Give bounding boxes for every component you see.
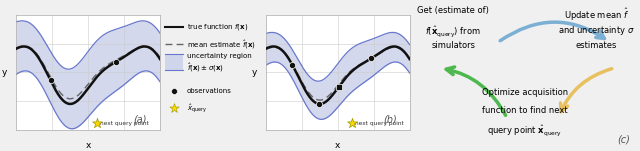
Point — [347, 122, 357, 124]
Point — [111, 61, 121, 63]
Text: observations: observations — [187, 88, 232, 94]
Point — [287, 64, 298, 66]
Point — [169, 89, 179, 92]
Text: x: x — [85, 141, 91, 150]
Text: uncertainty region: uncertainty region — [187, 53, 252, 59]
Text: Update mean $\hat{f}$: Update mean $\hat{f}$ — [564, 6, 629, 23]
Text: estimates: estimates — [576, 41, 617, 50]
Text: (c): (c) — [617, 135, 630, 145]
Text: mean estimate $\hat{f}(\mathbf{x})$: mean estimate $\hat{f}(\mathbf{x})$ — [187, 38, 256, 51]
Text: query point $\hat{\mathbf{x}}_\mathrm{query}$: query point $\hat{\mathbf{x}}_\mathrm{qu… — [487, 124, 563, 138]
Text: simulators: simulators — [431, 41, 475, 50]
Text: $f(\hat{\mathbf{x}}_\mathrm{query})$ from: $f(\hat{\mathbf{x}}_\mathrm{query})$ fro… — [425, 24, 481, 39]
Point — [92, 122, 102, 124]
Text: x: x — [335, 141, 340, 150]
Text: Optimize acquisition: Optimize acquisition — [482, 88, 568, 97]
Text: (a): (a) — [134, 114, 147, 124]
Text: Get (estimate of): Get (estimate of) — [417, 6, 489, 15]
Text: $\hat{f}(\mathbf{x})\pm\sigma(\mathbf{x})$: $\hat{f}(\mathbf{x})\pm\sigma(\mathbf{x}… — [187, 62, 224, 74]
Text: true function $f(\mathbf{x})$: true function $f(\mathbf{x})$ — [187, 22, 248, 32]
Text: next query point: next query point — [100, 121, 148, 126]
Point — [45, 79, 56, 82]
Text: and uncertainty $\sigma$: and uncertainty $\sigma$ — [558, 24, 635, 37]
Point — [169, 107, 179, 110]
Text: y: y — [2, 68, 8, 77]
Text: (b): (b) — [383, 114, 397, 124]
Point — [314, 103, 324, 105]
Text: next query point: next query point — [355, 121, 404, 126]
Point — [366, 57, 376, 60]
Point — [333, 86, 344, 88]
Text: function to find next: function to find next — [482, 106, 568, 115]
Text: y: y — [252, 68, 257, 77]
Text: $\hat{x}_\mathrm{query}$: $\hat{x}_\mathrm{query}$ — [187, 102, 207, 115]
